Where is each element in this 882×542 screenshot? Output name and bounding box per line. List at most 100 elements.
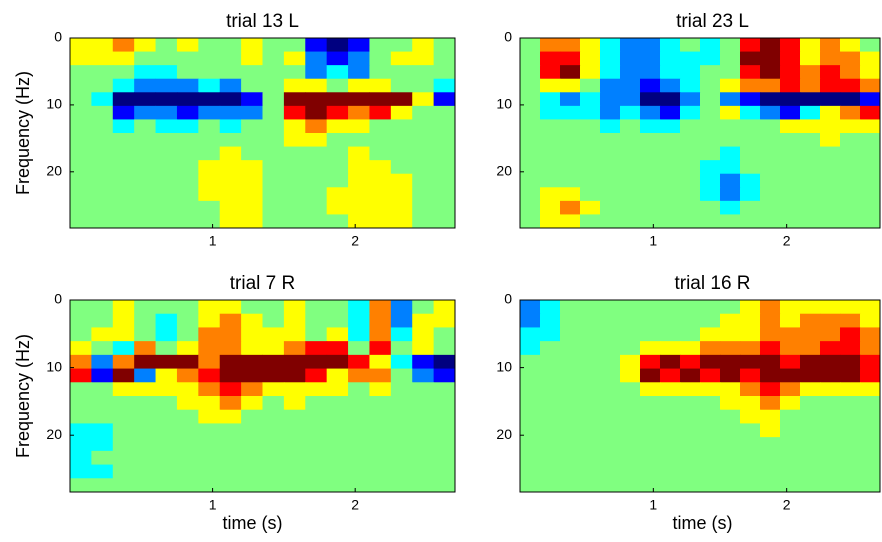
- heatmap-cell: [390, 200, 413, 215]
- heatmap-cell: [580, 78, 601, 93]
- heatmap-cell: [134, 313, 157, 328]
- heatmap-cell: [560, 92, 581, 107]
- heatmap-cell: [740, 92, 761, 107]
- heatmap-cell: [720, 133, 741, 148]
- heatmap-cell: [305, 38, 328, 53]
- heatmap-cell: [348, 160, 370, 175]
- heatmap-cell: [540, 92, 561, 107]
- heatmap-cell: [412, 92, 435, 107]
- heatmap-cell: [540, 200, 561, 215]
- heatmap-cell: [840, 423, 861, 438]
- heatmap-cell: [820, 65, 841, 80]
- heatmap-cell: [155, 341, 178, 356]
- heatmap-cell: [326, 341, 349, 356]
- heatmap-cell: [134, 409, 157, 424]
- heatmap-cell: [540, 327, 561, 342]
- heatmap-cell: [91, 119, 114, 134]
- heatmap-cell: [112, 341, 135, 356]
- heatmap-cell: [262, 146, 285, 161]
- heatmap-cell: [800, 396, 821, 411]
- heatmap-cell: [112, 450, 135, 466]
- heatmap-cell: [219, 409, 242, 424]
- heatmap-cell: [326, 313, 349, 328]
- heatmap-cell: [305, 382, 328, 397]
- heatmap-cell: [91, 354, 114, 370]
- heatmap-cell: [91, 382, 114, 397]
- heatmap-cell: [700, 160, 721, 175]
- heatmap-cell: [70, 300, 92, 315]
- heatmap-cell: [520, 437, 541, 452]
- heatmap-cell: [800, 368, 821, 383]
- heatmap-cell: [369, 300, 392, 315]
- heatmap-cell: [520, 354, 541, 370]
- heatmap-cell: [219, 341, 242, 356]
- heatmap-cell: [198, 160, 221, 175]
- heatmap-cell: [348, 51, 370, 66]
- heatmap-cell: [860, 423, 881, 438]
- heatmap-cell: [800, 214, 821, 229]
- heatmap-cell: [219, 396, 242, 411]
- heatmap-cell: [740, 160, 761, 175]
- heatmap-cell: [433, 214, 456, 229]
- heatmap-cell: [134, 119, 157, 134]
- heatmap-cell: [560, 437, 581, 452]
- heatmap-cell: [580, 146, 601, 161]
- heatmap-cell: [70, 38, 92, 53]
- heatmap-cell: [520, 173, 541, 188]
- heatmap-cell: [740, 65, 761, 80]
- heatmap-cell: [412, 327, 435, 342]
- heatmap-cell: [91, 450, 114, 466]
- heatmap-cell: [305, 354, 328, 370]
- heatmap-cell: [412, 437, 435, 452]
- heatmap-cell: [262, 214, 285, 229]
- heatmap-cell: [520, 187, 541, 202]
- heatmap-cell: [520, 92, 541, 107]
- heatmap-cell: [700, 313, 721, 328]
- heatmap-cell: [580, 119, 601, 134]
- heatmap-cell: [348, 65, 370, 80]
- heatmap-cell: [155, 65, 178, 80]
- heatmap-cell: [860, 396, 881, 411]
- heatmap-cell: [412, 341, 435, 356]
- x-axis-label: time (s): [673, 513, 733, 533]
- heatmap-cell: [860, 200, 881, 215]
- heatmap-cell: [348, 146, 370, 161]
- heatmap-cell: [155, 354, 178, 370]
- heatmap-cell: [91, 38, 114, 53]
- heatmap-cell: [580, 65, 601, 80]
- heatmap-cell: [740, 423, 761, 438]
- heatmap-cell: [720, 78, 741, 93]
- heatmap-cell: [219, 173, 242, 188]
- heatmap-cell: [740, 437, 761, 452]
- heatmap-cell: [760, 368, 781, 383]
- heatmap-cell: [680, 368, 701, 383]
- heatmap-cell: [840, 200, 861, 215]
- heatmap-cell: [283, 146, 306, 161]
- heatmap-cell: [348, 409, 370, 424]
- heatmap-cell: [760, 105, 781, 120]
- heatmap-cell: [720, 160, 741, 175]
- heatmap-cell: [600, 396, 621, 411]
- heatmap-cell: [348, 173, 370, 188]
- heatmap-cell: [740, 51, 761, 66]
- heatmap-cell: [580, 464, 601, 479]
- heatmap-cell: [660, 38, 681, 53]
- heatmap-cell: [326, 173, 349, 188]
- heatmap-cell: [412, 38, 435, 53]
- heatmap-cell: [800, 92, 821, 107]
- heatmap-cell: [390, 78, 413, 93]
- heatmap-cell: [800, 341, 821, 356]
- heatmap-cell: [680, 214, 701, 229]
- heatmap-cell: [820, 173, 841, 188]
- heatmap-cell: [176, 65, 199, 80]
- heatmap-cell: [241, 437, 263, 452]
- heatmap-cell: [134, 78, 157, 93]
- heatmap-cell: [112, 146, 135, 161]
- heatmap-cell: [780, 214, 801, 229]
- heatmap-cell: [600, 464, 621, 479]
- heatmap-cell: [305, 368, 328, 383]
- heatmap-cell: [840, 368, 861, 383]
- heatmap-cell: [560, 464, 581, 479]
- heatmap-cell: [720, 200, 741, 215]
- heatmap-cell: [580, 409, 601, 424]
